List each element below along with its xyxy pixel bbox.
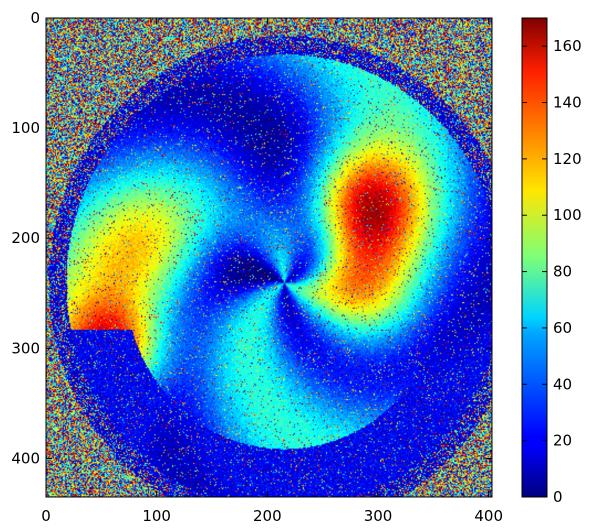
- y-tick-label: 0: [30, 9, 40, 27]
- colorbar-tick-label: 0: [553, 488, 563, 506]
- y-tick-label: 100: [11, 119, 40, 137]
- plot-frame: [45, 17, 493, 498]
- colorbar-axis: 0 20 40 60 80 100 120 140 160: [522, 37, 582, 506]
- y-tick-label: 300: [11, 339, 40, 357]
- x-tick-label: 300: [364, 507, 393, 525]
- colorbar-tick-label: 60: [553, 319, 572, 337]
- colorbar-tick-label: 140: [553, 94, 582, 112]
- y-tick-label: 200: [11, 229, 40, 247]
- colorbar-tick-label: 80: [553, 263, 572, 281]
- x-tick-label: 0: [41, 507, 51, 525]
- colorbar: [521, 17, 548, 498]
- plot-area: [46, 18, 492, 497]
- x-tick-label: 100: [142, 507, 171, 525]
- y-tick-label: 400: [11, 449, 40, 467]
- x-axis: 0 100 200 300 400: [41, 18, 503, 525]
- x-tick-label: 200: [253, 507, 282, 525]
- heatmap-image: [46, 18, 492, 497]
- colorbar-tick-label: 100: [553, 206, 582, 224]
- y-axis: 0 100 200 300 400: [11, 9, 492, 467]
- colorbar-tick-label: 160: [553, 37, 582, 55]
- colorbar-tick-label: 120: [553, 150, 582, 168]
- colorbar-tick-label: 20: [553, 432, 572, 450]
- colorbar-tick-label: 40: [553, 375, 572, 393]
- x-tick-label: 400: [474, 507, 503, 525]
